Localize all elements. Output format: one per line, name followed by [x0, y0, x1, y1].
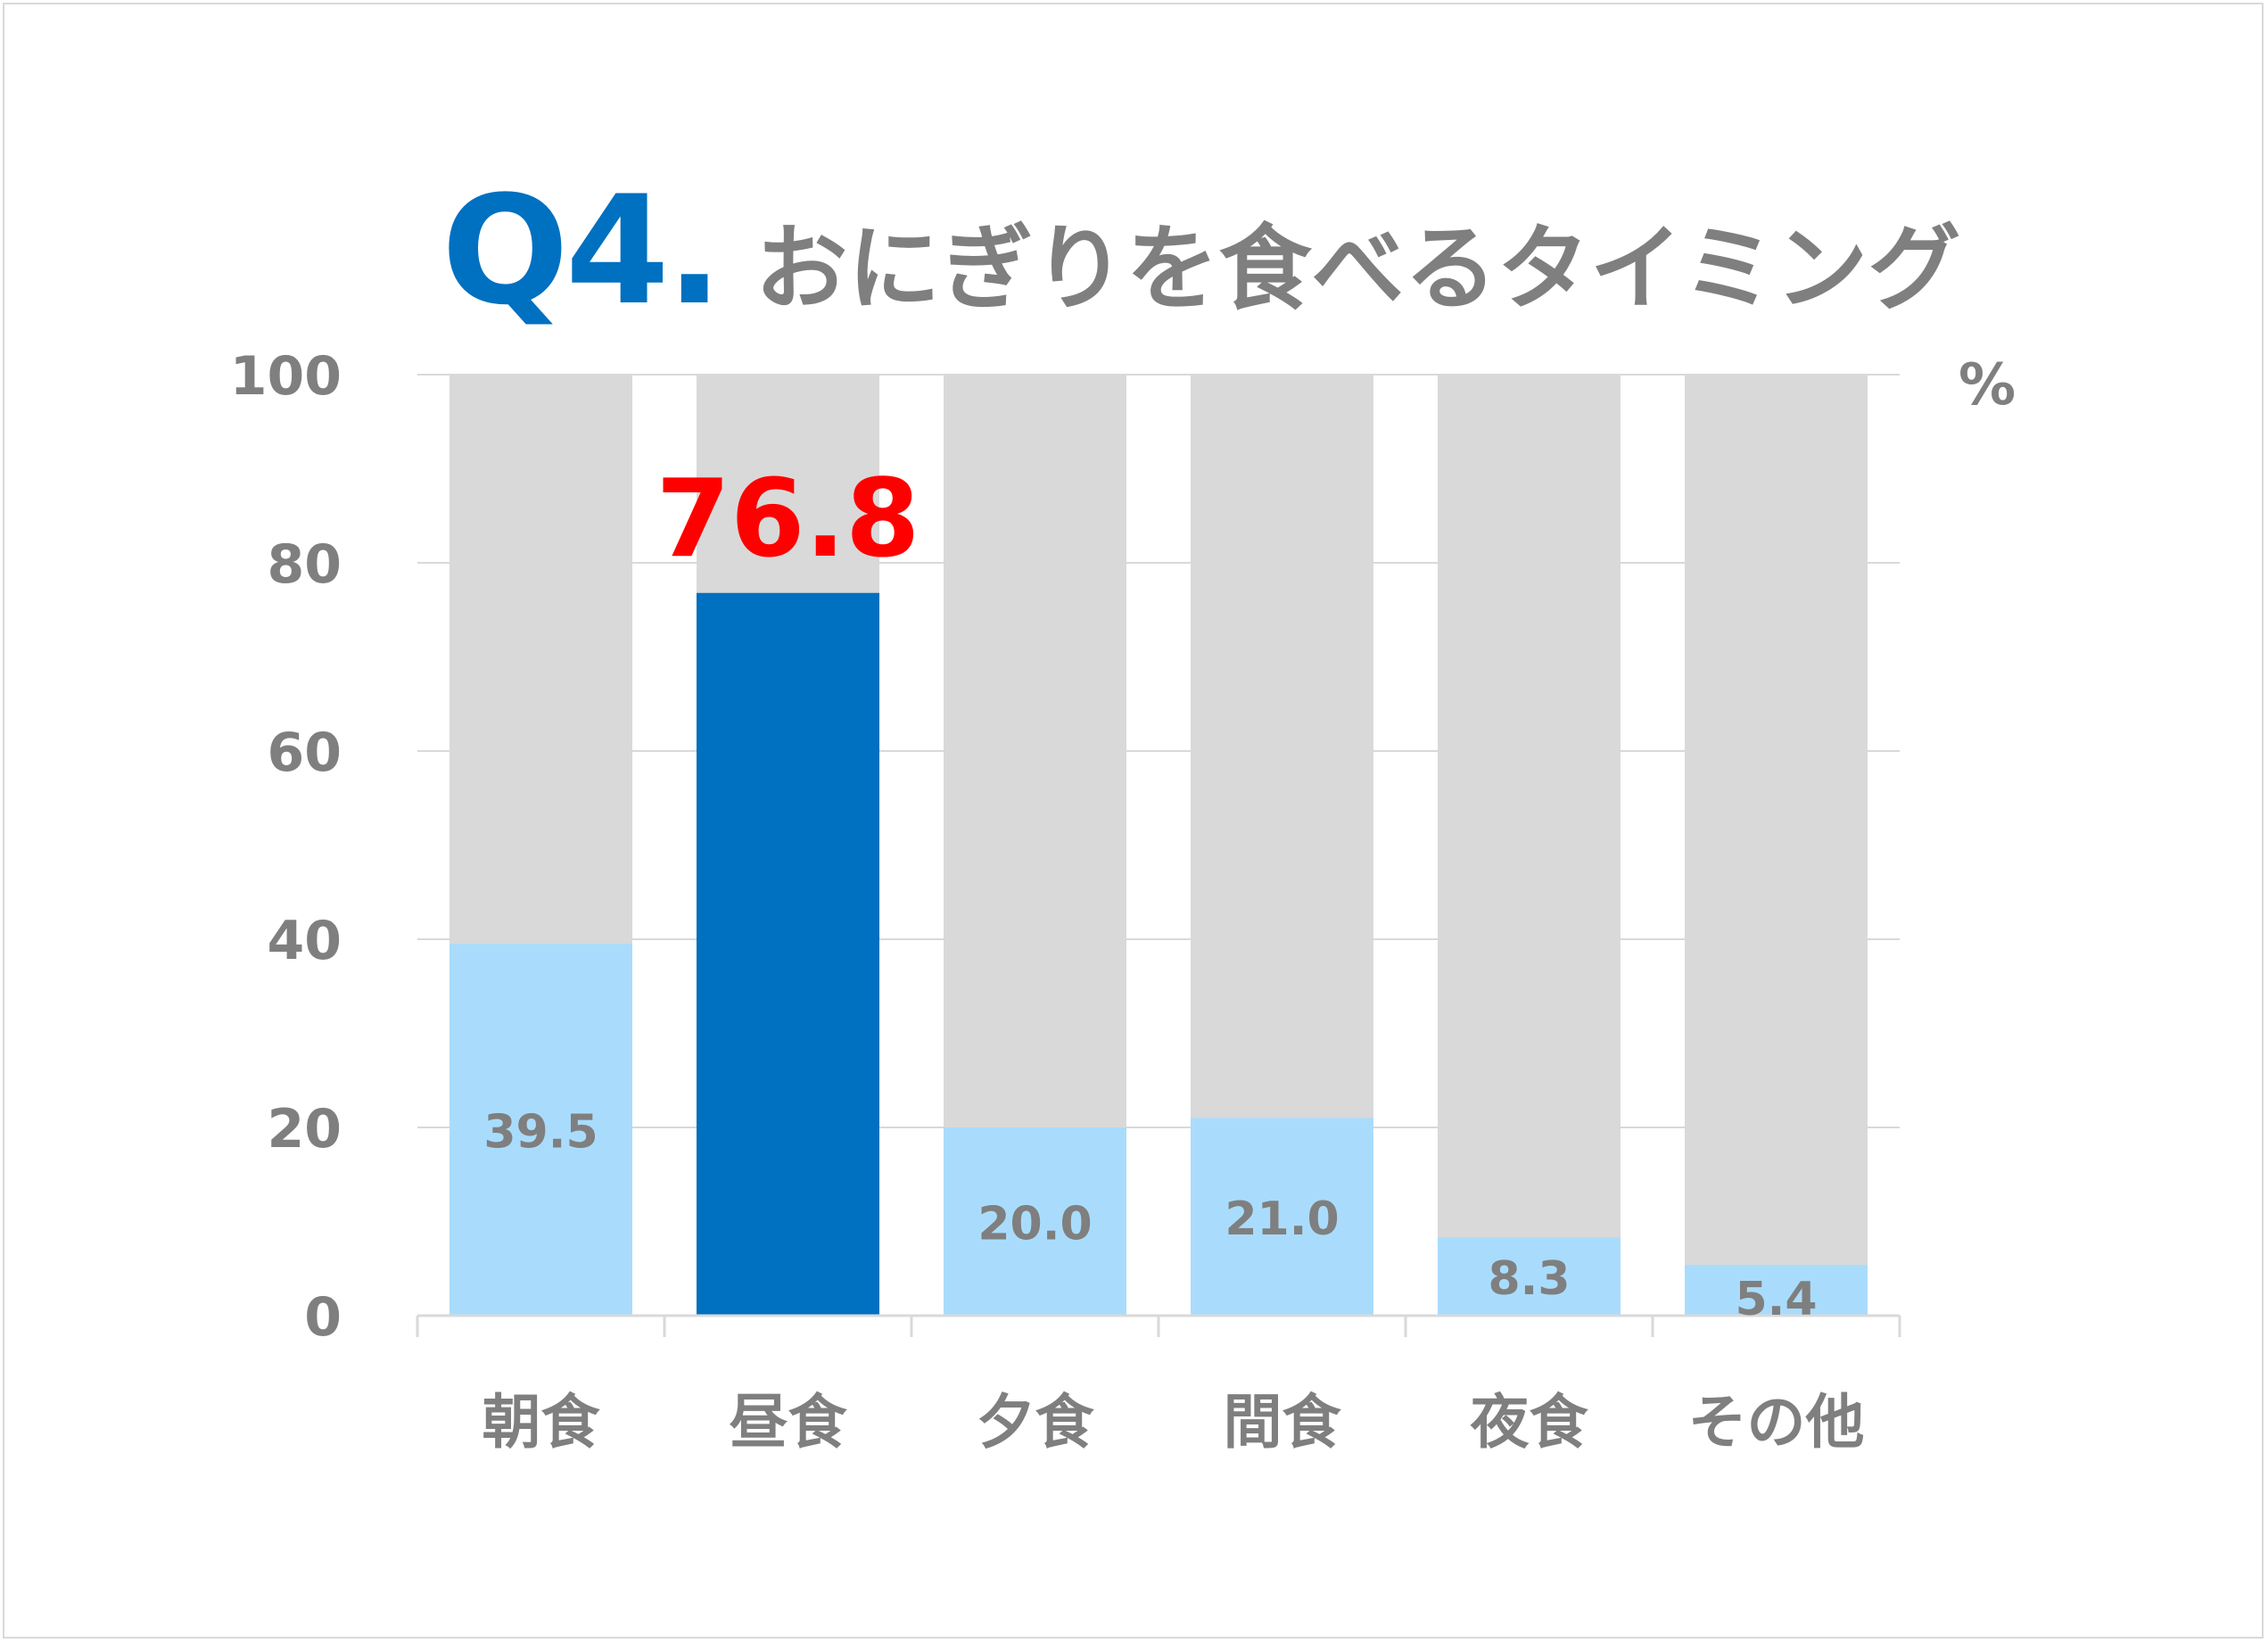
- question-title: おにぎりを食べるタイミング: [755, 214, 1961, 323]
- x-axis: [416, 1314, 1901, 1337]
- bar: [1438, 1237, 1621, 1316]
- bar-value-label: 8.3: [1488, 1252, 1570, 1306]
- bar: [449, 944, 632, 1316]
- y-tick-label: 100: [230, 345, 342, 408]
- bar: [697, 592, 879, 1316]
- chart-frame: [3, 3, 2264, 1639]
- bar: [944, 1127, 1126, 1316]
- bar-value-label: 21.0: [1225, 1193, 1339, 1246]
- y-tick-label: 60: [268, 722, 342, 784]
- category-label: その他: [1688, 1388, 1865, 1457]
- category-label: 昼食: [730, 1388, 848, 1457]
- bar-background: [1438, 375, 1621, 1316]
- unit-label: %: [1959, 352, 2016, 418]
- bar-background: [1685, 375, 1868, 1316]
- y-tick-label: 80: [268, 533, 342, 596]
- x-axis-ticks: 朝食 昼食 夕食 間食 夜食 その他: [482, 1388, 1865, 1457]
- bar: [1191, 1118, 1373, 1316]
- bar: [1685, 1265, 1868, 1316]
- question-number: Q4.: [441, 163, 723, 338]
- bar-value-label: 39.5: [483, 1106, 598, 1160]
- chart-title: Q4. おにぎりを食べるタイミング: [441, 156, 1961, 326]
- gridlines: [417, 374, 1900, 1128]
- category-label: 間食: [1224, 1388, 1342, 1457]
- y-tick-label: 40: [268, 910, 342, 972]
- highlight-value-label: 76.8: [656, 458, 920, 582]
- y-axis-ticks: 0 20 40 60 80 100: [230, 345, 342, 1349]
- category-label: 朝食: [482, 1388, 601, 1457]
- category-label: 夜食: [1470, 1388, 1589, 1457]
- y-tick-label: 0: [304, 1286, 342, 1349]
- category-label: 夕食: [977, 1388, 1095, 1457]
- value-bars: [449, 592, 1868, 1316]
- bar-value-label: 5.4: [1735, 1273, 1817, 1326]
- y-tick-label: 20: [268, 1098, 342, 1160]
- data-labels: 39.5 76.8 20.0 21.0 8.3 5.4: [483, 458, 1817, 1326]
- bar-value-label: 20.0: [977, 1198, 1092, 1251]
